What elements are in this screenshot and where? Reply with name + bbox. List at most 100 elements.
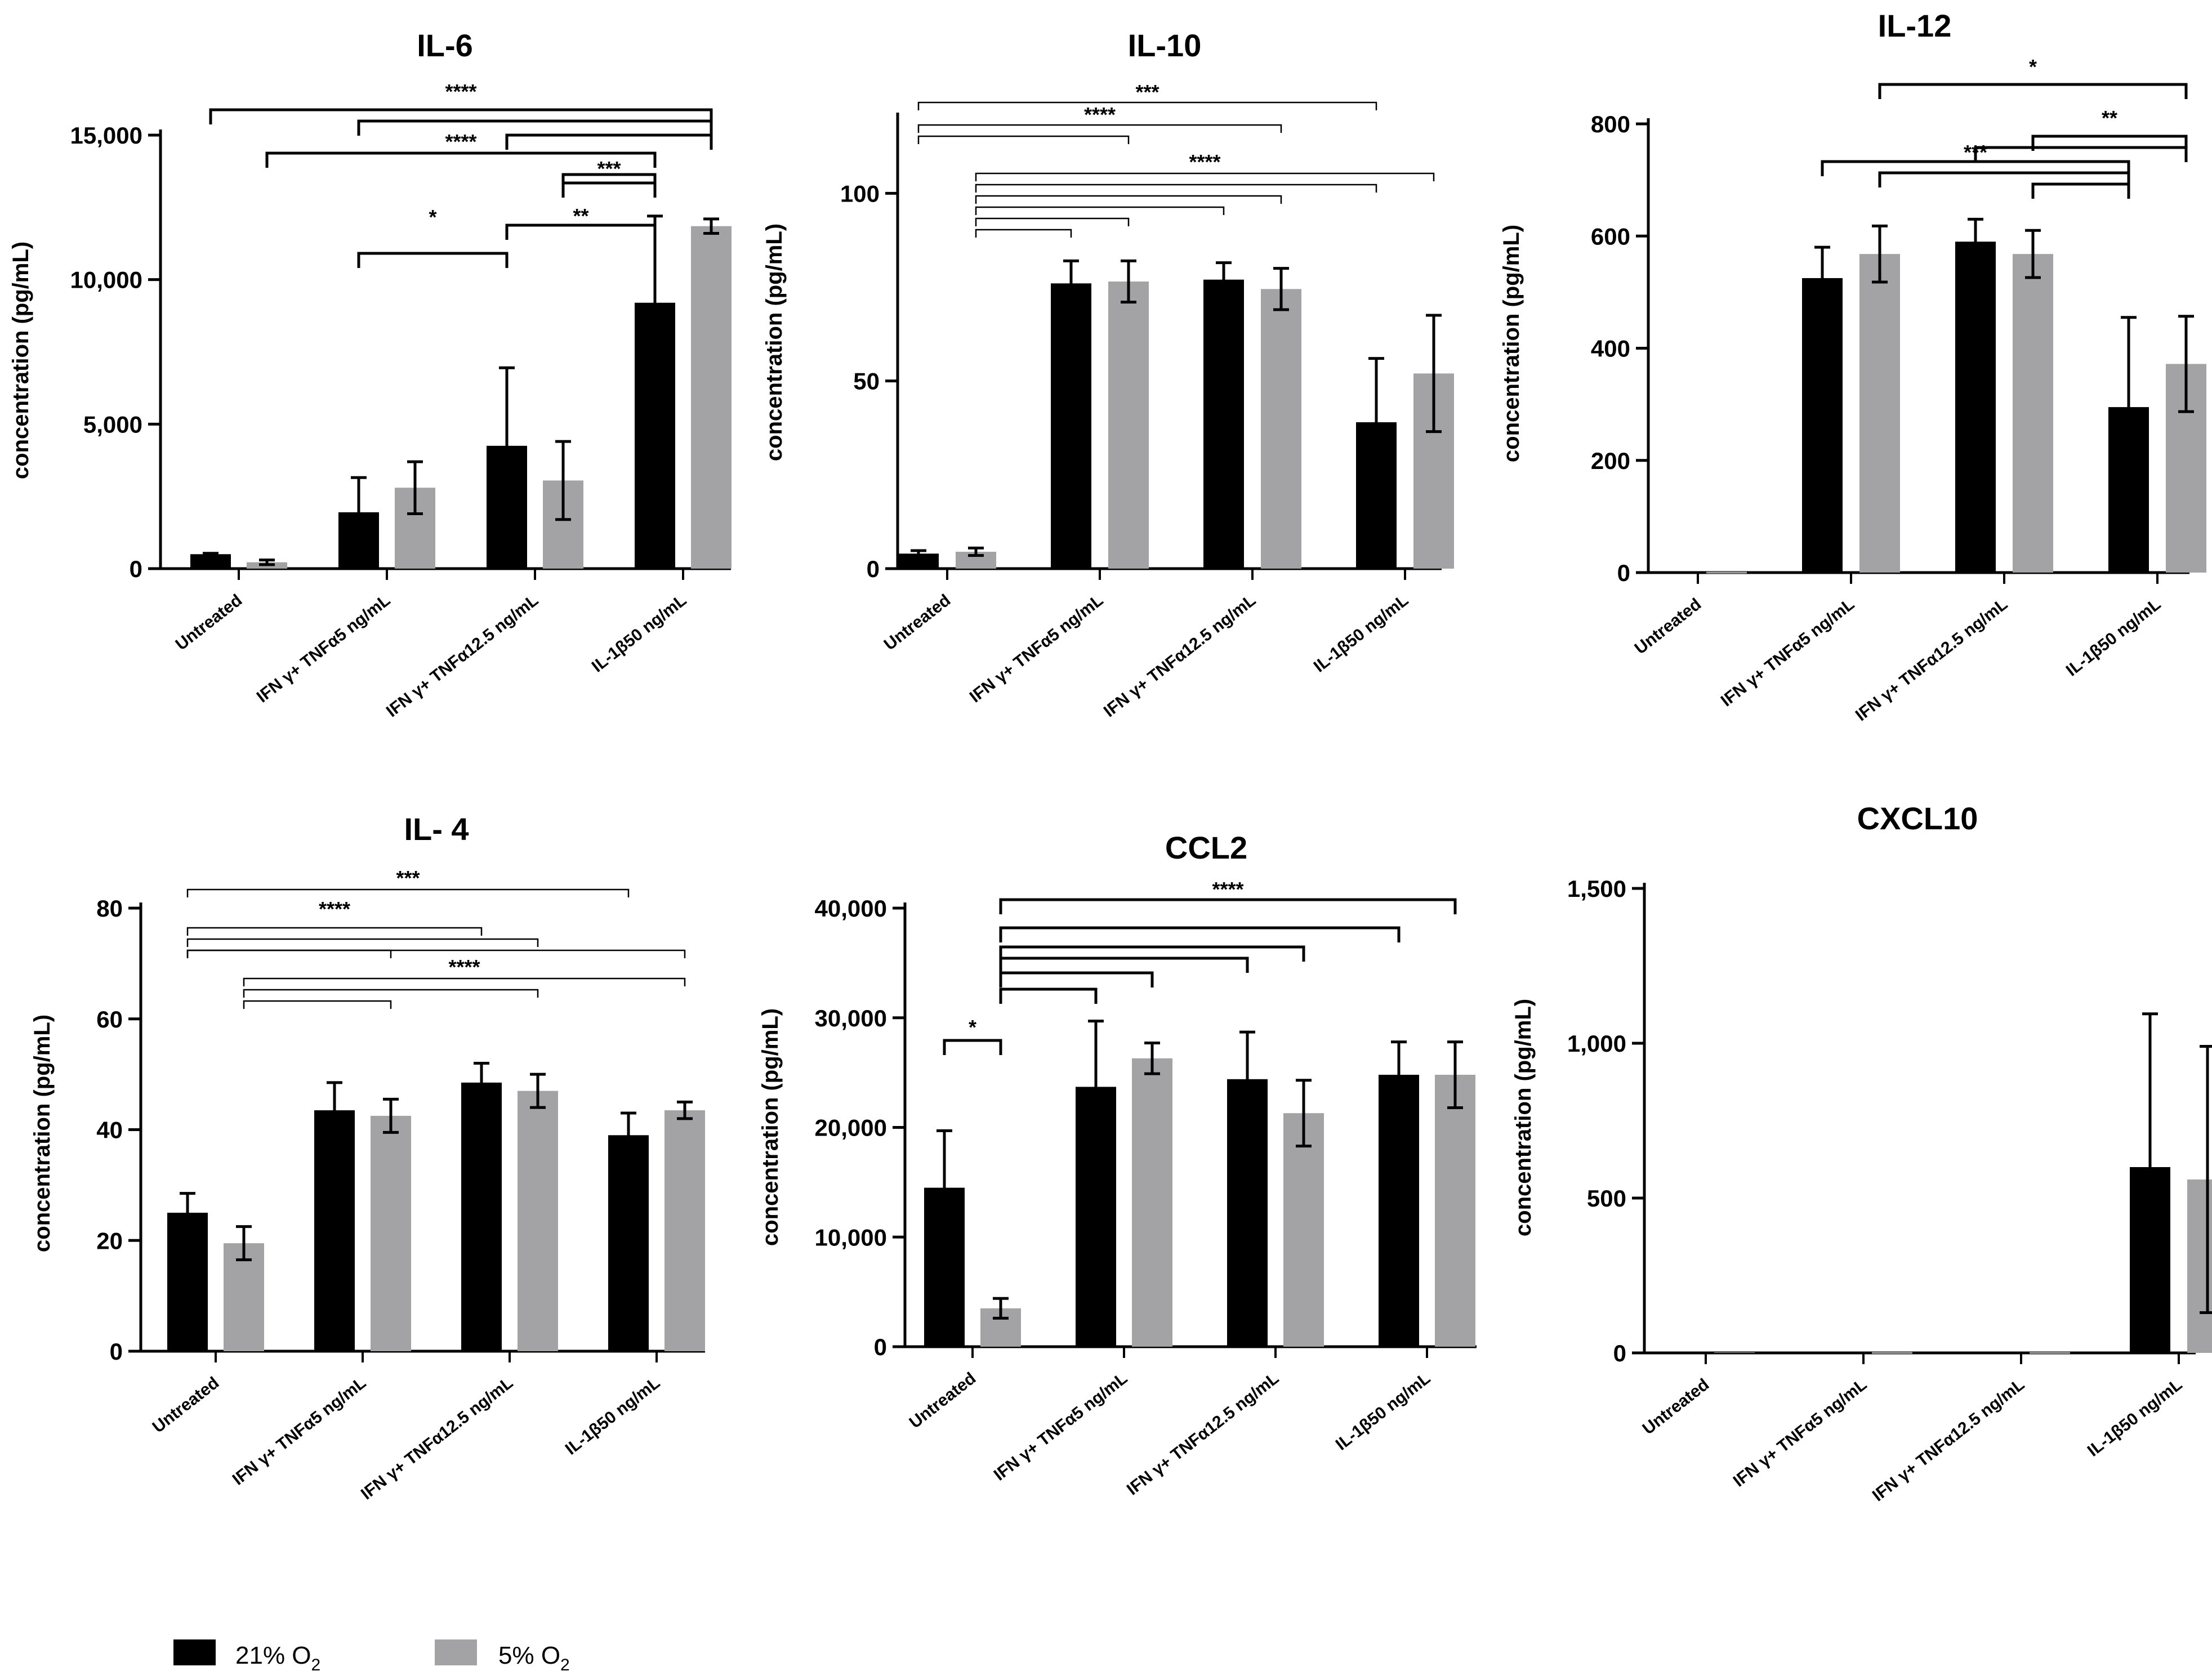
error-bar [180, 1192, 195, 1234]
bar-5-2 [518, 1091, 558, 1351]
error-bar [383, 1097, 399, 1134]
significance-bracket: **** [186, 897, 483, 936]
error-bar [647, 215, 663, 391]
bracket-line [999, 926, 1401, 942]
error-bar [1968, 217, 1983, 266]
bracket-line [186, 938, 539, 947]
error-bar [1121, 259, 1136, 304]
y-tick-label: 20,000 [815, 1115, 887, 1141]
significance-bracket [243, 1000, 392, 1009]
error-bar [259, 558, 275, 566]
bracket-line [917, 135, 1130, 144]
bracket-line [357, 252, 509, 268]
y-tick-label: 500 [1587, 1185, 1626, 1212]
error-bar [911, 549, 926, 558]
significance-label: **** [1189, 150, 1220, 173]
legend-label-5-main: 5% O [498, 1642, 560, 1669]
error-bar [2025, 229, 2041, 279]
y-tick-label: 20 [96, 1227, 123, 1254]
significance-label: **** [445, 130, 476, 153]
error-bar [968, 546, 984, 557]
error-bar [1814, 245, 1830, 311]
legend: 21% O2 5% O2 [173, 1639, 570, 1674]
y-tick-label: 30,000 [815, 1005, 887, 1031]
bar-5-2 [1261, 289, 1301, 569]
y-tick-label: 0 [867, 556, 880, 582]
error-bar [1273, 267, 1289, 311]
significance-bracket: **** [999, 878, 1457, 914]
significance-bracket [999, 988, 1098, 1004]
significance-bracket: ** [2031, 106, 2188, 151]
y-tick-label: 40,000 [815, 895, 887, 922]
significance-bracket [2031, 182, 2130, 199]
error-bar [1391, 1040, 1407, 1109]
y-tick-label: 400 [1591, 336, 1630, 362]
significance-bracket: **** [917, 103, 1282, 133]
bracket-line [186, 888, 630, 897]
significance-bracket [975, 184, 1377, 193]
significance-label: * [2029, 55, 2037, 78]
y-tick-label: 0 [110, 1338, 123, 1365]
y-axis-label: concentration (pg/mL) [1511, 999, 1536, 1236]
bracket-line [917, 124, 1282, 133]
bar-5-3 [1435, 1075, 1475, 1347]
y-tick-label: 15,000 [70, 122, 142, 149]
legend-swatch-5 [435, 1639, 477, 1665]
significance-bracket [186, 938, 539, 947]
significance-bracket [999, 945, 1305, 962]
error-bar [2178, 315, 2194, 413]
bar-21-0 [167, 1213, 208, 1351]
significance-bracket: *** [917, 81, 1377, 110]
bar-5-1 [1132, 1058, 1172, 1347]
bar-21-2 [461, 1082, 502, 1351]
y-tick-label: 0 [874, 1334, 887, 1360]
error-bar [1216, 261, 1232, 298]
bracket-line [243, 977, 686, 986]
y-tick-label: 60 [96, 1006, 123, 1033]
error-bar [1872, 224, 1888, 284]
significance-bracket [186, 949, 392, 958]
significance-bracket [1878, 171, 2130, 187]
bracket-line [975, 229, 1072, 238]
significance-label: **** [319, 897, 350, 921]
y-tick-label: 10,000 [70, 267, 142, 293]
y-axis-label: concentration (pg/mL) [30, 1015, 55, 1252]
bracket-line [999, 988, 1098, 1004]
significance-label: ** [2102, 106, 2117, 129]
bar-21-3 [1379, 1075, 1419, 1347]
bracket-line [917, 101, 1377, 110]
significance-bracket [243, 989, 539, 998]
significance-bracket: ** [505, 204, 657, 240]
y-tick-label: 0 [1617, 560, 1630, 586]
significance-label: * [429, 205, 436, 229]
y-tick-label: 200 [1591, 448, 1630, 474]
significance-bracket: *** [186, 866, 630, 897]
bracket-line [943, 1039, 1002, 1055]
significance-bracket [975, 206, 1225, 215]
error-bar [1063, 259, 1079, 307]
bracket-line [999, 957, 1249, 973]
bar-5-1 [1859, 254, 1900, 573]
significance-label: **** [1084, 103, 1116, 126]
bracket-line [975, 206, 1225, 215]
bar-21-2 [1203, 279, 1244, 569]
bracket-line [975, 217, 1130, 226]
error-bar [1144, 1042, 1160, 1075]
y-tick-label: 100 [840, 180, 880, 207]
error-bar [2200, 1045, 2212, 1314]
panel-title: IL-10 [1128, 28, 1202, 63]
error-bar [2142, 1012, 2158, 1322]
error-bar [530, 1073, 546, 1109]
legend-swatch-21 [173, 1639, 216, 1665]
bracket-line [209, 108, 713, 124]
y-tick-label: 1,500 [1567, 875, 1626, 902]
bracket-line [999, 898, 1457, 914]
y-tick-label: 1,000 [1567, 1030, 1626, 1057]
error-bar [993, 1297, 1009, 1320]
significance-bracket [561, 181, 657, 198]
panel-title: IL-6 [417, 28, 473, 63]
error-bar [1296, 1079, 1312, 1148]
bracket-line [505, 133, 713, 150]
error-bar [351, 476, 367, 548]
y-tick-label: 40 [96, 1117, 123, 1143]
